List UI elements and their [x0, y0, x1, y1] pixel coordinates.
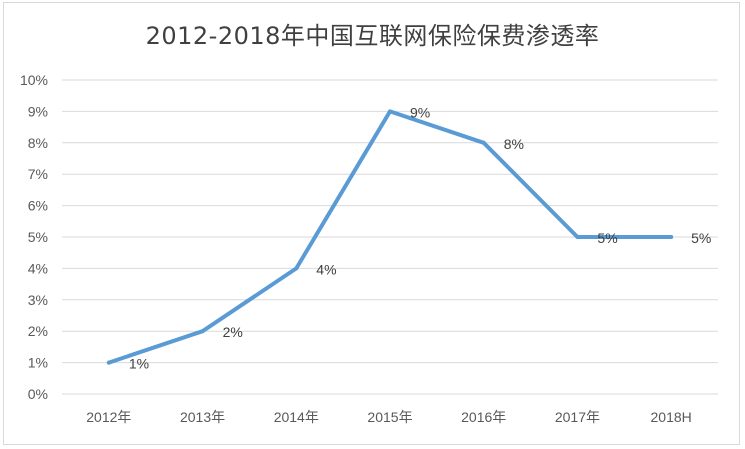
- y-tick-label: 7%: [28, 166, 48, 182]
- chart-frame: [3, 2, 740, 445]
- data-point: [669, 235, 674, 239]
- data-label: 5%: [597, 230, 617, 246]
- data-point: [388, 109, 392, 114]
- y-tick-label: 1%: [28, 355, 48, 371]
- y-tick-label: 5%: [28, 229, 48, 245]
- x-tick-label: 2013年: [180, 409, 225, 425]
- data-label: 9%: [410, 104, 430, 120]
- data-label: 1%: [129, 356, 149, 372]
- y-tick-label: 3%: [28, 292, 48, 308]
- y-tick-label: 6%: [28, 198, 48, 214]
- x-tick-label: 2017年: [555, 409, 600, 425]
- data-label: 4%: [316, 261, 336, 277]
- x-tick-label: 2014年: [274, 409, 319, 425]
- data-point: [200, 329, 205, 334]
- x-tick-label: 2018H: [651, 409, 692, 425]
- data-point: [106, 360, 111, 365]
- data-point: [294, 266, 299, 271]
- data-point: [575, 235, 580, 239]
- y-tick-label: 4%: [28, 260, 48, 276]
- data-label: 2%: [223, 324, 243, 340]
- data-point: [481, 140, 486, 145]
- x-tick-label: 2012年: [86, 409, 131, 425]
- y-tick-label: 2%: [28, 323, 48, 339]
- chart-title: 2012-2018年中国互联网保险保费渗透率: [145, 22, 600, 50]
- y-tick-label: 10%: [20, 72, 48, 88]
- y-tick-label: 0%: [28, 386, 48, 402]
- x-tick-label: 2015年: [367, 409, 412, 425]
- y-tick-label: 8%: [28, 135, 48, 151]
- x-tick-label: 2016年: [461, 409, 506, 425]
- data-label: 8%: [504, 136, 524, 152]
- data-label: 5%: [691, 230, 711, 246]
- y-tick-label: 9%: [28, 103, 48, 119]
